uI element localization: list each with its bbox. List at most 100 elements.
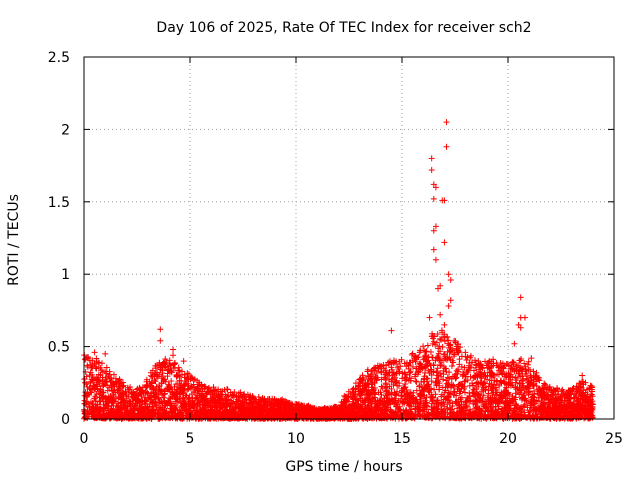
data-point <box>494 371 501 378</box>
data-point <box>246 393 253 400</box>
data-point <box>441 333 448 340</box>
data-point <box>525 391 532 398</box>
data-point <box>426 369 433 376</box>
data-point <box>187 374 194 381</box>
data-point <box>576 380 583 387</box>
data-point <box>469 389 476 396</box>
data-point <box>144 381 151 388</box>
data-point <box>421 378 428 385</box>
data-point <box>158 398 165 405</box>
data-point <box>138 406 145 413</box>
data-point <box>430 361 437 368</box>
data-point <box>394 405 401 412</box>
data-point <box>93 355 100 362</box>
data-point <box>442 355 449 362</box>
data-points <box>81 119 596 422</box>
data-point <box>225 392 232 399</box>
data-point <box>381 407 388 414</box>
data-point <box>96 359 103 366</box>
data-point <box>387 401 394 408</box>
data-point <box>116 376 123 383</box>
data-point <box>191 404 198 411</box>
data-point <box>438 373 445 380</box>
data-point <box>402 377 409 384</box>
data-point <box>161 390 168 397</box>
data-point <box>420 343 427 350</box>
data-point <box>373 369 380 376</box>
data-point <box>373 377 380 384</box>
data-point <box>508 363 515 370</box>
data-point <box>409 394 416 401</box>
data-point <box>540 401 547 408</box>
data-point <box>118 414 125 421</box>
data-point <box>505 413 512 420</box>
data-point <box>471 386 478 393</box>
data-point <box>438 336 445 343</box>
data-point <box>450 409 457 416</box>
data-point <box>505 370 512 377</box>
data-point <box>265 409 272 416</box>
data-point <box>388 378 395 385</box>
data-point <box>459 408 466 415</box>
data-point <box>353 396 360 403</box>
data-point <box>419 404 426 411</box>
data-point <box>450 391 457 398</box>
data-point <box>229 391 236 398</box>
data-point <box>131 405 138 412</box>
data-point <box>546 399 553 406</box>
data-point <box>258 415 265 422</box>
data-point <box>549 391 556 398</box>
data-point <box>510 411 517 418</box>
data-point <box>466 360 473 367</box>
data-point <box>115 378 122 385</box>
data-point <box>155 394 162 401</box>
data-point <box>149 367 156 374</box>
data-point <box>109 396 116 403</box>
data-point <box>429 354 436 361</box>
data-point <box>529 381 536 388</box>
data-point <box>87 369 94 376</box>
data-point <box>185 405 192 412</box>
data-point <box>420 356 427 363</box>
data-point <box>127 384 134 391</box>
data-point <box>288 404 295 411</box>
data-point <box>454 349 461 356</box>
data-point <box>416 349 423 356</box>
data-point <box>343 397 350 404</box>
data-point <box>382 385 389 392</box>
data-point <box>433 382 440 389</box>
data-point <box>546 396 553 403</box>
data-point <box>513 363 520 370</box>
data-point <box>462 415 469 422</box>
data-point <box>159 406 166 413</box>
data-point <box>341 392 348 399</box>
data-point <box>235 390 242 397</box>
data-point <box>470 386 477 393</box>
data-point <box>426 389 433 396</box>
data-point <box>511 368 518 375</box>
data-point <box>352 415 359 422</box>
data-point <box>404 399 411 406</box>
data-point <box>150 386 157 393</box>
data-point <box>371 385 378 392</box>
data-point <box>587 391 594 398</box>
data-point <box>553 402 560 409</box>
data-point <box>389 409 396 416</box>
data-point <box>90 379 97 386</box>
data-point <box>466 393 473 400</box>
data-point <box>366 402 373 409</box>
data-point <box>520 377 527 384</box>
data-point <box>208 395 215 402</box>
data-point <box>97 405 104 412</box>
data-point <box>463 357 470 364</box>
data-point <box>406 359 413 366</box>
data-point <box>370 365 377 372</box>
data-point <box>444 334 451 341</box>
data-point <box>365 399 372 406</box>
data-point <box>354 402 361 409</box>
data-point <box>525 358 532 365</box>
data-point <box>364 414 371 421</box>
data-point <box>110 383 117 390</box>
data-point <box>453 346 460 353</box>
